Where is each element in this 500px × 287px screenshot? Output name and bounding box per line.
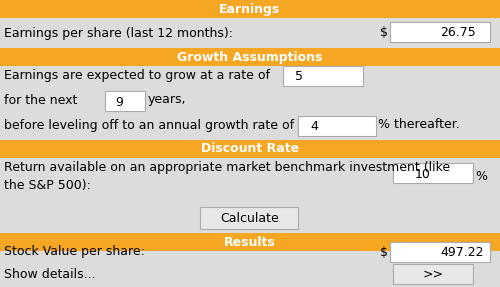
Bar — [105, 91, 145, 111]
Bar — [0, 233, 500, 251]
Text: for the next: for the next — [4, 94, 78, 106]
Text: $: $ — [380, 245, 388, 259]
Text: Discount Rate: Discount Rate — [201, 143, 299, 156]
Text: 10: 10 — [415, 168, 431, 181]
Text: the S&P 500):: the S&P 500): — [4, 179, 91, 191]
Text: $: $ — [380, 26, 388, 40]
Bar — [393, 264, 473, 284]
Text: 26.75: 26.75 — [440, 26, 476, 40]
Text: %: % — [475, 170, 487, 183]
Text: Return available on an appropriate market benchmark investment (like: Return available on an appropriate marke… — [4, 160, 450, 174]
Bar — [0, 140, 500, 158]
Bar — [393, 163, 473, 183]
Text: 5: 5 — [295, 71, 303, 84]
Text: Earnings per share (last 12 months):: Earnings per share (last 12 months): — [4, 26, 233, 40]
Text: Show details...: Show details... — [4, 267, 96, 280]
Text: years,: years, — [148, 94, 186, 106]
Bar — [200, 207, 298, 229]
Text: Results: Results — [224, 236, 276, 249]
Text: Earnings: Earnings — [220, 3, 280, 15]
Text: Stock Value per share:: Stock Value per share: — [4, 245, 145, 259]
Bar — [390, 242, 490, 262]
Text: % thereafter.: % thereafter. — [378, 119, 460, 131]
Text: 4: 4 — [310, 121, 318, 133]
Bar — [0, 48, 500, 66]
Bar — [390, 22, 490, 42]
Text: >>: >> — [422, 267, 444, 280]
Text: Earnings are expected to grow at a rate of: Earnings are expected to grow at a rate … — [4, 69, 270, 82]
Bar — [283, 66, 363, 86]
Bar — [298, 116, 376, 136]
Text: 9: 9 — [115, 96, 123, 108]
Text: before leveling off to an annual growth rate of: before leveling off to an annual growth … — [4, 119, 294, 131]
Text: 497.22: 497.22 — [440, 247, 484, 259]
Bar — [0, 0, 500, 18]
Text: Calculate: Calculate — [220, 212, 280, 224]
Text: Growth Assumptions: Growth Assumptions — [178, 51, 322, 63]
